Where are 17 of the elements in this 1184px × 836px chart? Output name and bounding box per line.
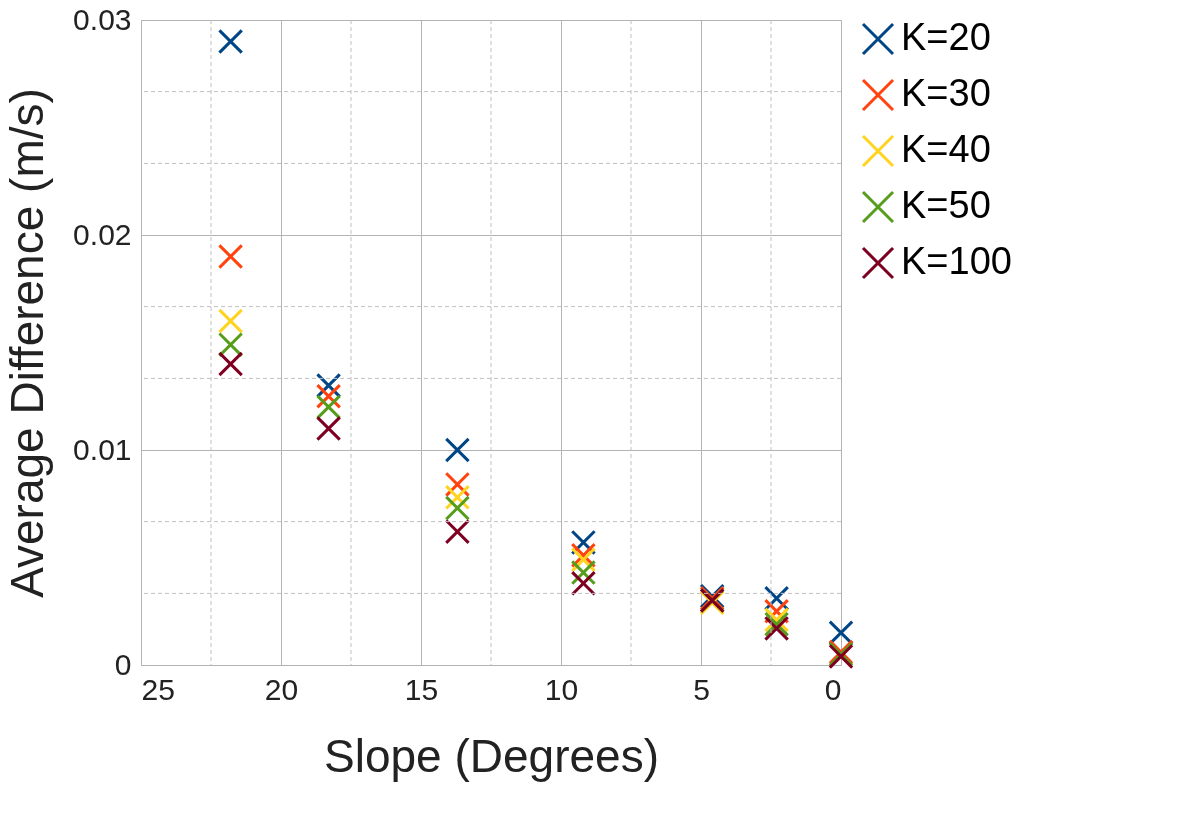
y-tick-label: 0: [114, 647, 132, 681]
x-axis-title: Slope (Degrees): [324, 729, 659, 782]
x-tick-label: 25: [141, 672, 175, 706]
legend-label: K=30: [901, 72, 991, 114]
x-tick-label: 5: [693, 672, 710, 706]
x-tick-label: 20: [264, 672, 299, 706]
x-tick-label: 0: [824, 672, 842, 706]
y-axis-title: Average Difference (m/s): [1, 88, 54, 598]
legend-label: K=40: [901, 128, 991, 170]
legend-label: K=50: [901, 184, 991, 226]
y-tick-label: 0.01: [73, 432, 132, 466]
x-tick-label: 15: [404, 672, 439, 706]
legend-label: K=20: [901, 16, 991, 58]
y-tick-label: 0.03: [73, 2, 132, 36]
legend-label: K=100: [901, 240, 1012, 282]
y-tick-label: 0.02: [73, 217, 132, 251]
x-tick-label: 10: [544, 672, 579, 706]
